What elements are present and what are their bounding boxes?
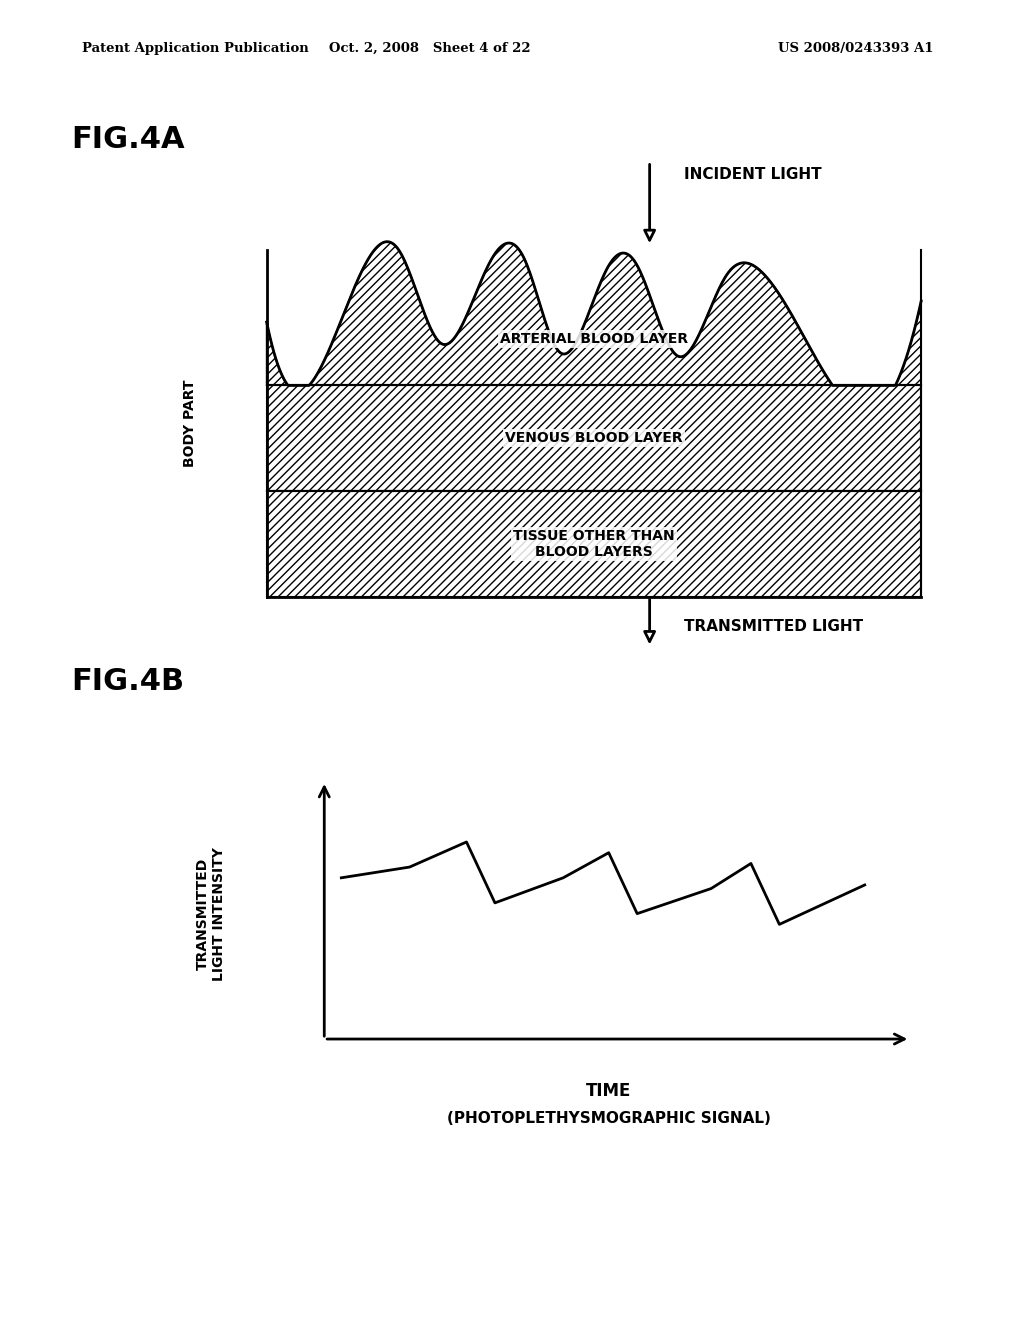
Text: FIG.4B: FIG.4B xyxy=(72,667,184,696)
Text: Patent Application Publication: Patent Application Publication xyxy=(82,42,308,55)
Text: TRANSMITTED
LIGHT INTENSITY: TRANSMITTED LIGHT INTENSITY xyxy=(196,846,225,981)
Text: ARTERIAL BLOOD LAYER: ARTERIAL BLOOD LAYER xyxy=(500,331,688,346)
Text: TIME: TIME xyxy=(586,1082,632,1100)
Text: Oct. 2, 2008   Sheet 4 of 22: Oct. 2, 2008 Sheet 4 of 22 xyxy=(330,42,530,55)
Polygon shape xyxy=(266,242,922,385)
Text: INCIDENT LIGHT: INCIDENT LIGHT xyxy=(684,166,822,182)
Text: TISSUE OTHER THAN
BLOOD LAYERS: TISSUE OTHER THAN BLOOD LAYERS xyxy=(513,529,675,558)
Text: (PHOTOPLETHYSMOGRAPHIC SIGNAL): (PHOTOPLETHYSMOGRAPHIC SIGNAL) xyxy=(446,1110,771,1126)
Text: VENOUS BLOOD LAYER: VENOUS BLOOD LAYER xyxy=(505,432,683,445)
Bar xyxy=(266,491,922,597)
Text: FIG.4A: FIG.4A xyxy=(72,125,185,154)
Bar xyxy=(266,385,922,491)
Text: TRANSMITTED LIGHT: TRANSMITTED LIGHT xyxy=(684,619,863,634)
Text: BODY PART: BODY PART xyxy=(183,380,197,467)
Text: US 2008/0243393 A1: US 2008/0243393 A1 xyxy=(778,42,934,55)
